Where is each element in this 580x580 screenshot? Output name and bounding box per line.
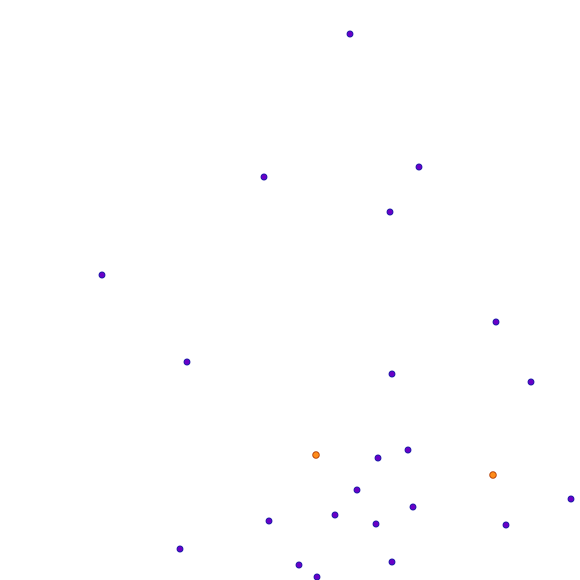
data-point (313, 573, 321, 580)
data-point (176, 545, 184, 553)
points-layer (98, 30, 575, 580)
highlight-point (312, 451, 320, 459)
data-point (567, 495, 575, 503)
data-point (295, 561, 303, 569)
data-point (492, 318, 500, 326)
data-point (260, 173, 268, 181)
data-point (388, 370, 396, 378)
highlight-point (489, 471, 497, 479)
data-point (98, 271, 106, 279)
data-point (527, 378, 535, 386)
data-point (415, 163, 423, 171)
data-point (183, 358, 191, 366)
data-point (502, 521, 510, 529)
data-point (404, 446, 412, 454)
data-point (409, 503, 417, 511)
data-point (388, 558, 396, 566)
data-point (386, 208, 394, 216)
data-point (331, 511, 339, 519)
data-point (346, 30, 354, 38)
data-point (372, 520, 380, 528)
data-point (374, 454, 382, 462)
data-point (353, 486, 361, 494)
data-point (265, 517, 273, 525)
